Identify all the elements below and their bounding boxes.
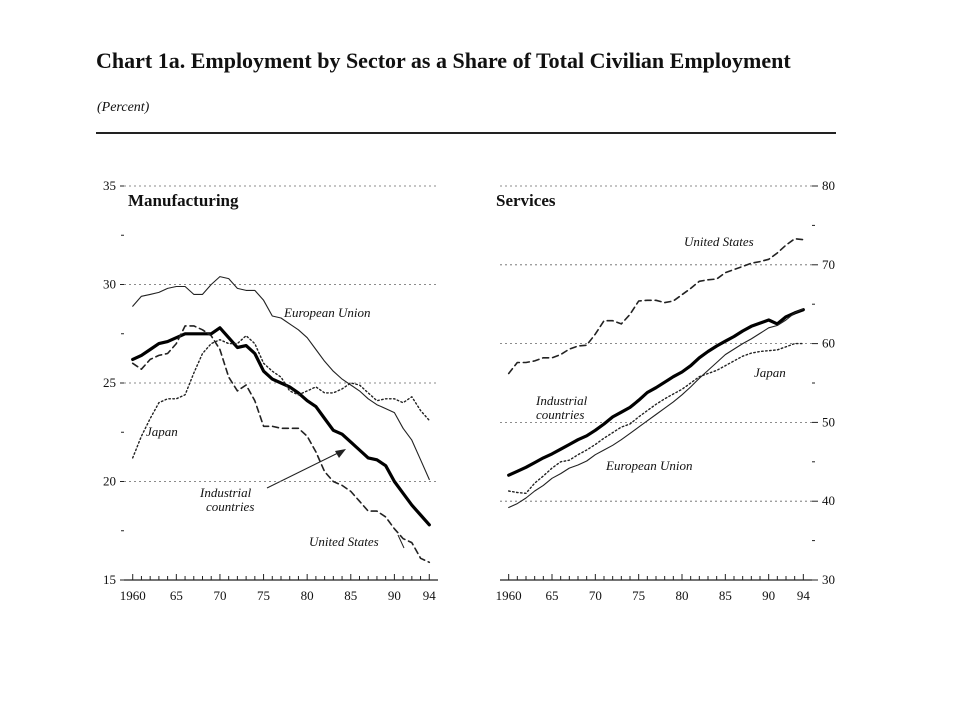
chart-subtitle: (Percent) (97, 100, 150, 115)
annotation-industrial-mfg-line1: Industrial (199, 485, 252, 500)
manufacturing-x-tick-label: 70 (213, 588, 226, 603)
manufacturing-panel: Manufacturing European Union Japan Indus… (103, 178, 438, 603)
annotation-japan-mfg: Japan (146, 424, 178, 439)
annotation-arrow-line (266, 451, 341, 489)
services-y-tick-label: 60 (822, 336, 835, 351)
manufacturing-x-tick-label: 80 (301, 588, 314, 603)
chart-title: Chart 1a. Employment by Sector as a Shar… (96, 48, 791, 73)
manufacturing-x-tick-label: 65 (170, 588, 183, 603)
annotation-japan-svc: Japan (754, 365, 786, 380)
services-y-tick-label: 50 (822, 414, 835, 429)
manufacturing-y-tick-label: 25 (103, 375, 116, 390)
annotation-us-leader (397, 534, 405, 549)
annotation-arrowhead (335, 449, 346, 458)
services-x-tick-label: 80 (676, 588, 689, 603)
panel-title-services: Services (496, 191, 556, 210)
manufacturing-x-tick-label: 1960 (120, 588, 146, 603)
manufacturing-y-tick-label: 15 (103, 572, 116, 587)
manufacturing-x-tick-label: 75 (257, 588, 270, 603)
services-y-tick-label: 70 (822, 257, 835, 272)
services-x-tick-label: 70 (589, 588, 602, 603)
services-x-tick-label: 65 (546, 588, 559, 603)
annotation-united-states-mfg: United States (309, 534, 379, 549)
manufacturing-y-tick-label: 35 (103, 178, 116, 193)
services-y-tick-label: 80 (822, 178, 835, 193)
manufacturing-x-tick-label: 90 (388, 588, 401, 603)
annotation-european-union-svc: European Union (605, 458, 693, 473)
manufacturing-y-tick-label: 30 (103, 277, 116, 292)
manufacturing-series-industrial-countries (131, 326, 431, 527)
panel-title-manufacturing: Manufacturing (128, 191, 239, 210)
annotation-industrial-mfg-line2: countries (206, 499, 254, 514)
services-y-tick-label: 40 (822, 493, 835, 508)
title-rule (96, 132, 836, 134)
manufacturing-series-european-union (132, 276, 430, 481)
annotation-industrial-svc-line2: countries (536, 407, 584, 422)
manufacturing-x-tick-label: 85 (344, 588, 357, 603)
services-series-industrial-countries (507, 308, 805, 477)
manufacturing-series-japan (131, 335, 430, 459)
manufacturing-series-united-states (131, 325, 431, 564)
annotation-industrial-svc-line1: Industrial (535, 393, 588, 408)
services-x-tick-label: 85 (719, 588, 732, 603)
services-series-european-union (508, 308, 804, 509)
services-x-tick-label: 75 (632, 588, 645, 603)
services-x-tick-label: 1960 (496, 588, 522, 603)
annotation-united-states-svc: United States (684, 234, 754, 249)
services-x-tick-label: 90 (762, 588, 775, 603)
services-panel: Services United States Industrial countr… (496, 178, 835, 603)
services-x-tick-label: 94 (797, 588, 811, 603)
manufacturing-x-tick-label: 94 (423, 588, 437, 603)
manufacturing-y-tick-label: 20 (103, 474, 116, 489)
services-series-united-states (507, 238, 805, 375)
services-series-japan (508, 342, 804, 494)
services-y-tick-label: 30 (822, 572, 835, 587)
annotation-european-union-mfg: European Union (283, 305, 371, 320)
